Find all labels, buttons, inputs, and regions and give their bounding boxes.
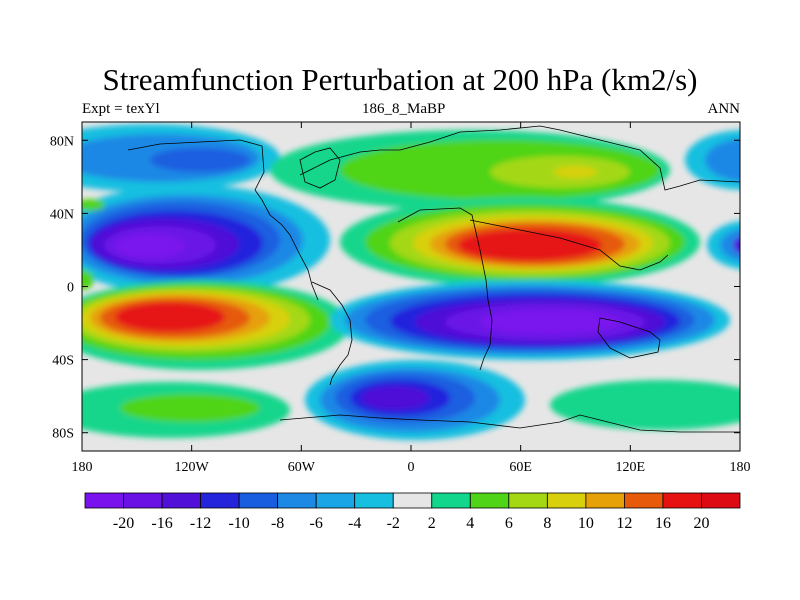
season-label: ANN [707,101,741,117]
lat-tick-label: 40N [50,207,74,222]
colorbar-label: -2 [387,515,400,532]
colorbar-label: 4 [466,515,474,532]
colorbar-swatch [624,492,664,509]
case-label: 186_8_MaBP [362,101,446,117]
longitude-axis: 180 120W 60W 0 60E 120E 180 [72,122,751,475]
colorbar-swatch [238,492,279,509]
colorbar-swatch [546,492,587,509]
lon-tick-label: 60W [288,460,316,475]
lon-tick-label: 120E [616,460,646,475]
colorbar-swatch [161,492,201,509]
south-asia-outline [469,219,669,271]
colorbar-swatch [277,492,317,509]
antarctica-outline [279,414,740,433]
south-america-outline [311,281,353,386]
colorbar-label: -8 [271,515,284,532]
colorbar-swatch [315,492,356,509]
colorbar-label: -10 [228,515,249,532]
colorbar-label: -12 [190,515,211,532]
asia-outline [299,125,740,191]
colorbar-swatch [354,492,394,509]
negative-region-south-atlantic [305,360,525,440]
continent-outlines [127,125,740,433]
lon-tick-label: 120W [175,460,210,475]
colorbar-label: -16 [151,515,172,532]
lon-tick-label: 180 [730,460,751,475]
colorbar-label: -6 [310,515,323,532]
positive-region-asia [340,197,700,287]
colorbar-label: 10 [578,515,594,532]
latitude-axis: 80N 40N 0 40S 80S [50,134,740,442]
positive-region-southern-ocean-east [550,380,740,430]
lat-tick-label: 80S [52,427,74,442]
lon-tick-label: 0 [408,460,415,475]
colorbar-swatch [200,492,240,509]
north-america-outline [127,139,319,301]
lat-tick-label: 0 [67,281,74,296]
colorbar-swatch [431,492,471,509]
colorbar-swatch [392,492,433,509]
positive-region-southern-ocean-west [82,382,290,438]
colorbar-label: 6 [505,515,513,532]
positive-region-north-west [82,199,105,290]
positive-region-south-east-pacific [82,280,350,370]
greenland-outline [299,147,341,189]
colorbar-label: 12 [616,515,632,532]
contour-fields [82,124,740,440]
colorbar-label: 16 [655,515,671,532]
lon-tick-label: 60E [509,460,532,475]
colorbar-swatch [123,492,163,509]
lat-tick-label: 80N [50,134,74,149]
negative-region-north-pacific [82,124,280,192]
europe-africa-outline [397,207,493,371]
colorbar: -20 -16 -12 -10 -8 -6 -4 -2 2 4 6 8 10 12 16 20 [84,492,741,532]
lat-tick-label: 40S [52,354,74,369]
contour-map [82,122,740,451]
negative-region-indian-ocean [330,280,730,360]
lon-tick-label: 180 [72,460,93,475]
negative-region-date-line [685,130,740,270]
australia-outline [597,317,661,359]
colorbar-label: 20 [693,515,709,532]
colorbar-swatch [84,492,124,509]
colorbar-swatch [585,492,625,509]
colorbar-swatch [469,492,510,509]
experiment-label: Expt = texYl [82,101,160,117]
colorbar-swatch [701,492,741,509]
colorbar-label: 8 [543,515,551,532]
negative-region-north-east-pacific [82,185,330,295]
colorbar-label: -4 [348,515,361,532]
positive-region-north-eurasia [270,130,670,210]
figure-title: Streamfunction Perturbation at 200 hPa (… [102,62,698,97]
colorbar-swatch [662,492,702,509]
colorbar-label: -20 [113,515,134,532]
colorbar-label: 2 [428,515,436,532]
colorbar-swatch [508,492,548,509]
